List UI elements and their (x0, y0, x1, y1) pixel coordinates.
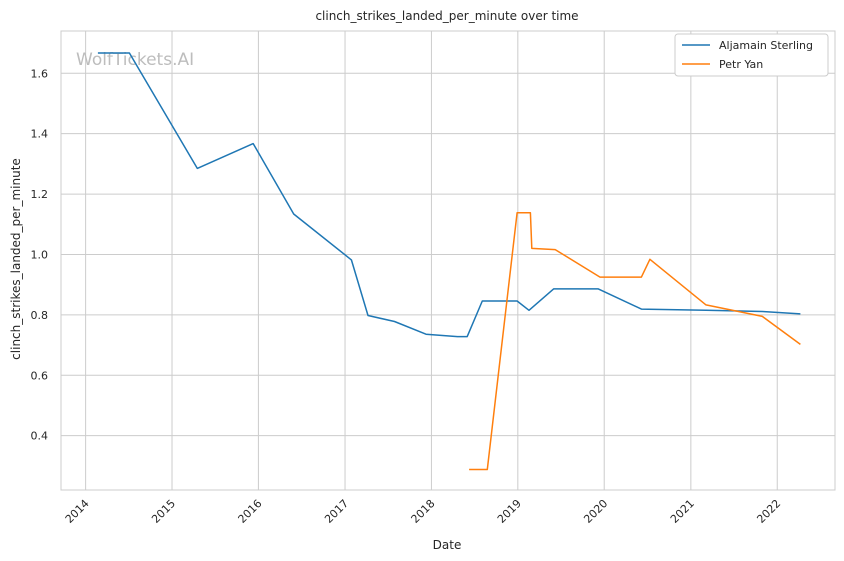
plot-area-frame (60, 30, 836, 491)
legend-entries: Aljamain Sterling Petr Yan (682, 39, 813, 71)
legend-label: Petr Yan (719, 58, 763, 71)
series-line-petr-yan (469, 212, 801, 471)
y-tick-label: 1.4 (31, 128, 49, 141)
x-tick-label: 2016 (236, 497, 265, 526)
series-layer (97, 52, 801, 471)
y-tick-label: 0.4 (31, 430, 49, 443)
y-tick-label: 1.0 (31, 248, 49, 261)
x-tick-label: 2022 (754, 497, 783, 526)
legend-label: Aljamain Sterling (719, 39, 813, 52)
watermark: WolfTickets.AI (76, 50, 194, 70)
x-tick-label: 2015 (149, 497, 178, 526)
x-gridlines (85, 31, 778, 490)
legend-box (674, 33, 829, 77)
x-tick-label: 2014 (63, 497, 92, 526)
y-axis-ticks: 0.4 0.6 0.8 1.0 1.2 1.4 1.6 (31, 67, 49, 442)
x-tick-label: 2020 (581, 497, 610, 526)
y-gridlines (61, 72, 835, 437)
series-line-aljamain-sterling (97, 52, 801, 338)
y-tick-label: 0.8 (31, 309, 49, 322)
y-tick-label: 1.6 (31, 67, 49, 80)
x-tick-label: 2019 (495, 497, 524, 526)
x-tick-label: 2021 (668, 497, 697, 526)
legend: Aljamain Sterling Petr Yan (674, 33, 829, 77)
x-axis-ticks: 2014 2015 2016 2017 2018 2019 2020 2021 2022 (63, 497, 784, 526)
x-axis-label: Date (433, 538, 462, 552)
x-tick-label: 2018 (409, 497, 438, 526)
x-tick-label: 2017 (322, 497, 351, 526)
y-axis-label: clinch_strikes_landed_per_minute (9, 158, 23, 360)
chart-title: clinch_strikes_landed_per_minute over ti… (315, 9, 578, 23)
y-tick-label: 0.6 (31, 369, 49, 382)
y-tick-label: 1.2 (31, 188, 49, 201)
